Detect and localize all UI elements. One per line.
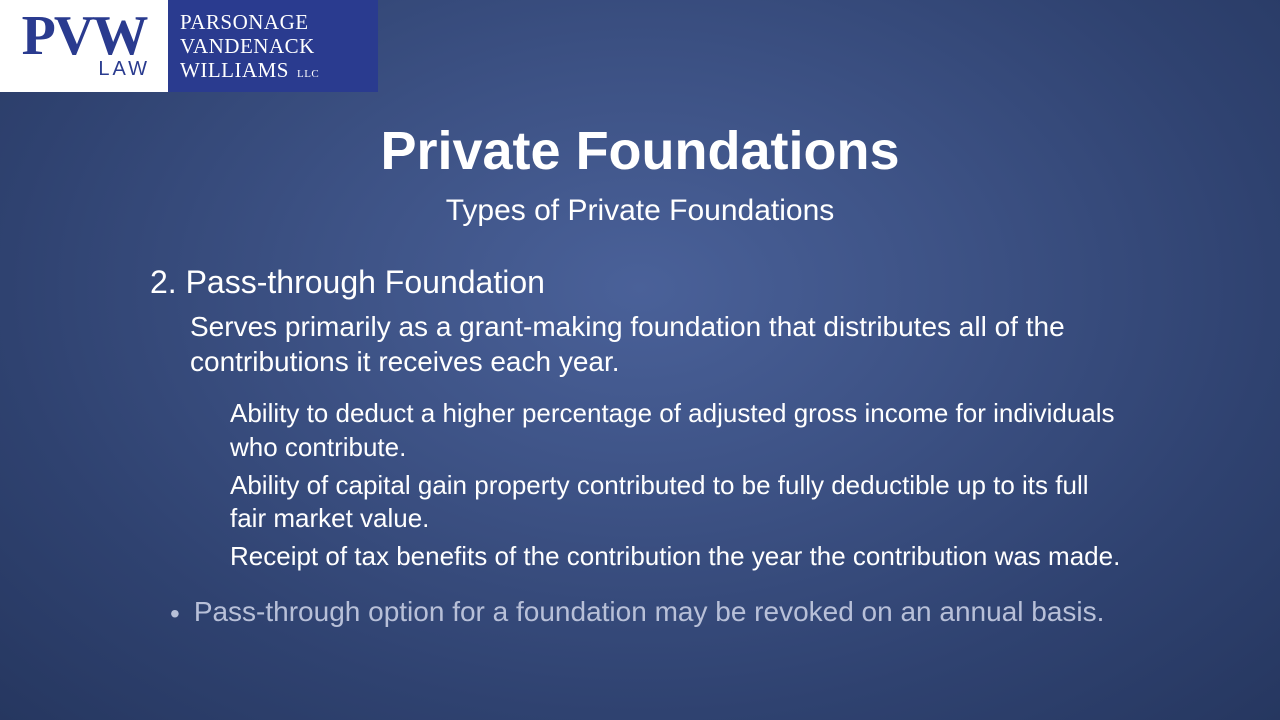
logo-suffix: LLC bbox=[297, 68, 319, 80]
logo-abbrev: PVW bbox=[22, 11, 147, 61]
brand-logo: PVW LAW PARSONAGE VANDENACK WILLIAMS LLC bbox=[0, 0, 378, 92]
logo-line3: WILLIAMS LLC bbox=[180, 58, 366, 82]
sub-point-list: Ability to deduct a higher percentage of… bbox=[230, 397, 1130, 574]
logo-abbrev-sub: LAW bbox=[98, 58, 150, 81]
slide-title: Private Foundations bbox=[0, 120, 1280, 182]
logo-line3-text: WILLIAMS bbox=[180, 58, 289, 82]
item-heading-text: Pass-through Foundation bbox=[186, 264, 545, 300]
slide-body: 2. Pass-through Foundation Serves primar… bbox=[150, 264, 1130, 632]
sub-point: Ability of capital gain property contrib… bbox=[230, 469, 1130, 537]
logo-line2: VANDENACK bbox=[180, 34, 366, 58]
item-description: Serves primarily as a grant-making found… bbox=[190, 309, 1130, 379]
logo-line1: PARSONAGE bbox=[180, 10, 366, 34]
faded-bullet: • Pass-through option for a foundation m… bbox=[170, 594, 1130, 632]
item-number: 2. bbox=[150, 264, 177, 300]
faded-bullet-text: Pass-through option for a foundation may… bbox=[194, 594, 1105, 632]
logo-right-panel: PARSONAGE VANDENACK WILLIAMS LLC bbox=[168, 0, 378, 92]
sub-point: Receipt of tax benefits of the contribut… bbox=[230, 540, 1130, 574]
slide-content: Private Foundations Types of Private Fou… bbox=[0, 120, 1280, 632]
slide-subtitle: Types of Private Foundations bbox=[0, 194, 1280, 228]
logo-left-panel: PVW LAW bbox=[0, 0, 168, 92]
item-heading: 2. Pass-through Foundation bbox=[150, 264, 1130, 301]
bullet-icon: • bbox=[170, 596, 180, 632]
sub-point: Ability to deduct a higher percentage of… bbox=[230, 397, 1130, 465]
